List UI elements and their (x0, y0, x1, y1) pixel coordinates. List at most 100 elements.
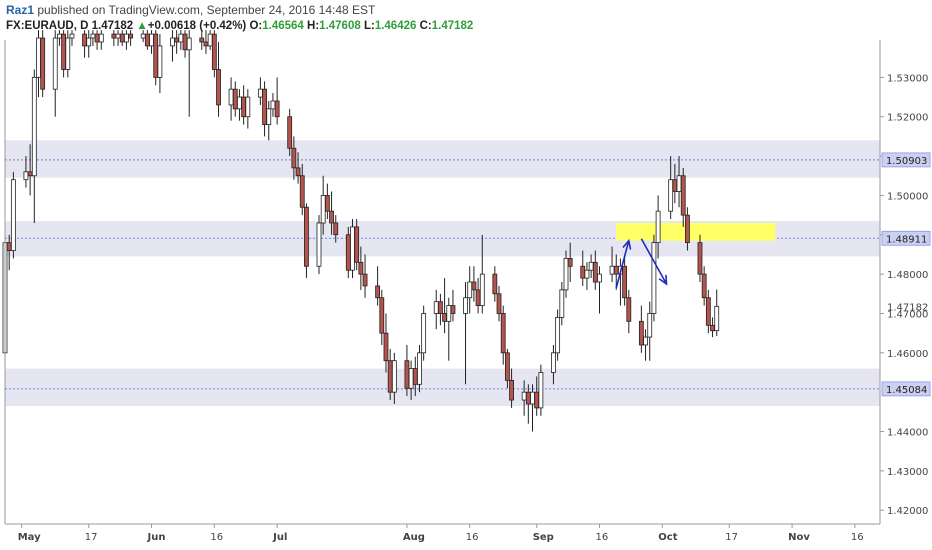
candle-body[interactable] (701, 273, 707, 299)
candle-body[interactable] (98, 33, 104, 43)
candle-body[interactable] (228, 88, 234, 106)
candle-body[interactable] (174, 37, 180, 43)
candle-body[interactable] (237, 96, 242, 110)
candle-body[interactable] (27, 171, 33, 177)
candle-body[interactable] (270, 100, 276, 110)
candle-body[interactable] (299, 175, 305, 208)
candle-body[interactable] (504, 352, 510, 381)
candle-body[interactable] (433, 301, 439, 314)
candle-body[interactable] (521, 391, 527, 401)
candle-body[interactable] (199, 37, 205, 43)
candle-body[interactable] (408, 368, 414, 389)
candle-body[interactable] (563, 257, 569, 291)
candle-body[interactable] (324, 195, 330, 212)
candle-body[interactable] (438, 301, 443, 314)
candle-body[interactable] (655, 210, 661, 244)
candle-body[interactable] (580, 265, 586, 279)
candle-body[interactable] (345, 234, 351, 271)
candle-body[interactable] (463, 297, 468, 314)
candle-body[interactable] (647, 313, 653, 338)
candle-body[interactable] (479, 273, 485, 307)
candle-body[interactable] (496, 293, 502, 314)
candle-body[interactable] (124, 33, 129, 43)
candle-body[interactable] (358, 261, 364, 275)
candle-body[interactable] (186, 37, 192, 51)
candle-body[interactable] (262, 88, 267, 126)
candle-body[interactable] (710, 324, 715, 332)
candle-body[interactable] (584, 269, 590, 279)
candle-body[interactable] (387, 360, 393, 393)
candle-body[interactable] (203, 41, 209, 47)
candle-body[interactable] (6, 242, 12, 251)
candle-body[interactable] (207, 33, 213, 47)
candle-body[interactable] (316, 222, 322, 267)
candle-body[interactable] (291, 147, 297, 169)
candle-body[interactable] (245, 96, 251, 118)
candle-body[interactable] (588, 261, 594, 271)
candle-body[interactable] (613, 265, 619, 275)
candle-body[interactable] (23, 171, 29, 181)
candle-body[interactable] (295, 167, 301, 177)
candle-body[interactable] (257, 88, 263, 98)
candle-body[interactable] (375, 285, 381, 299)
candle-body[interactable] (65, 37, 71, 70)
candle-body[interactable] (354, 226, 360, 263)
candle-body[interactable] (705, 297, 711, 326)
candle-body[interactable] (471, 281, 477, 291)
candle-body[interactable] (333, 222, 339, 236)
candle-body[interactable] (404, 360, 410, 389)
candle-body[interactable] (446, 305, 452, 322)
candle-body[interactable] (592, 261, 598, 283)
candle-body[interactable] (10, 179, 16, 251)
candle-body[interactable] (31, 76, 37, 177)
candle-body[interactable] (442, 313, 447, 322)
candle-body[interactable] (417, 352, 422, 385)
candle-body[interactable] (111, 33, 117, 39)
candle-body[interactable] (329, 210, 334, 224)
candle-body[interactable] (178, 33, 184, 43)
candle-body[interactable] (714, 305, 720, 332)
candle-body[interactable] (128, 33, 133, 39)
candle-body[interactable] (567, 257, 573, 267)
candle-body[interactable] (287, 116, 293, 149)
candle-body[interactable] (555, 317, 561, 354)
candle-body[interactable] (492, 273, 498, 295)
candle-body[interactable] (450, 305, 456, 314)
candle-body[interactable] (697, 242, 703, 275)
candle-body[interactable] (40, 37, 46, 90)
candle-body[interactable] (538, 372, 544, 409)
candle-body[interactable] (304, 206, 309, 267)
candle-body[interactable] (69, 33, 75, 39)
candle-body[interactable] (61, 33, 67, 70)
candle-body[interactable] (672, 179, 678, 192)
candle-body[interactable] (421, 313, 427, 354)
candle-body[interactable] (500, 313, 506, 354)
candle-body[interactable] (266, 108, 272, 126)
candle-body[interactable] (274, 100, 280, 118)
candle-body[interactable] (383, 332, 389, 362)
candle-body[interactable] (82, 33, 87, 47)
candle-body[interactable] (36, 37, 41, 78)
candle-body[interactable] (467, 281, 473, 299)
candle-body[interactable] (559, 289, 565, 318)
candle-body[interactable] (509, 379, 514, 401)
candle-body[interactable] (241, 96, 247, 118)
candle-body[interactable] (680, 175, 686, 216)
candle-body[interactable] (86, 37, 92, 47)
candle-body[interactable] (57, 33, 62, 39)
candle-body[interactable] (638, 320, 644, 346)
candle-body[interactable] (52, 37, 58, 90)
candle-body[interactable] (94, 33, 100, 43)
candle-body[interactable] (153, 33, 159, 78)
candle-body[interactable] (597, 273, 602, 283)
candle-body[interactable] (551, 352, 556, 373)
candle-body[interactable] (211, 33, 217, 70)
candle-body[interactable] (144, 33, 150, 47)
candle-body[interactable] (119, 33, 125, 43)
candle-body[interactable] (525, 391, 531, 405)
candle-body[interactable] (90, 33, 96, 39)
candle-body[interactable] (475, 289, 481, 307)
candle-body[interactable] (534, 391, 540, 409)
candle-body[interactable] (643, 336, 648, 346)
